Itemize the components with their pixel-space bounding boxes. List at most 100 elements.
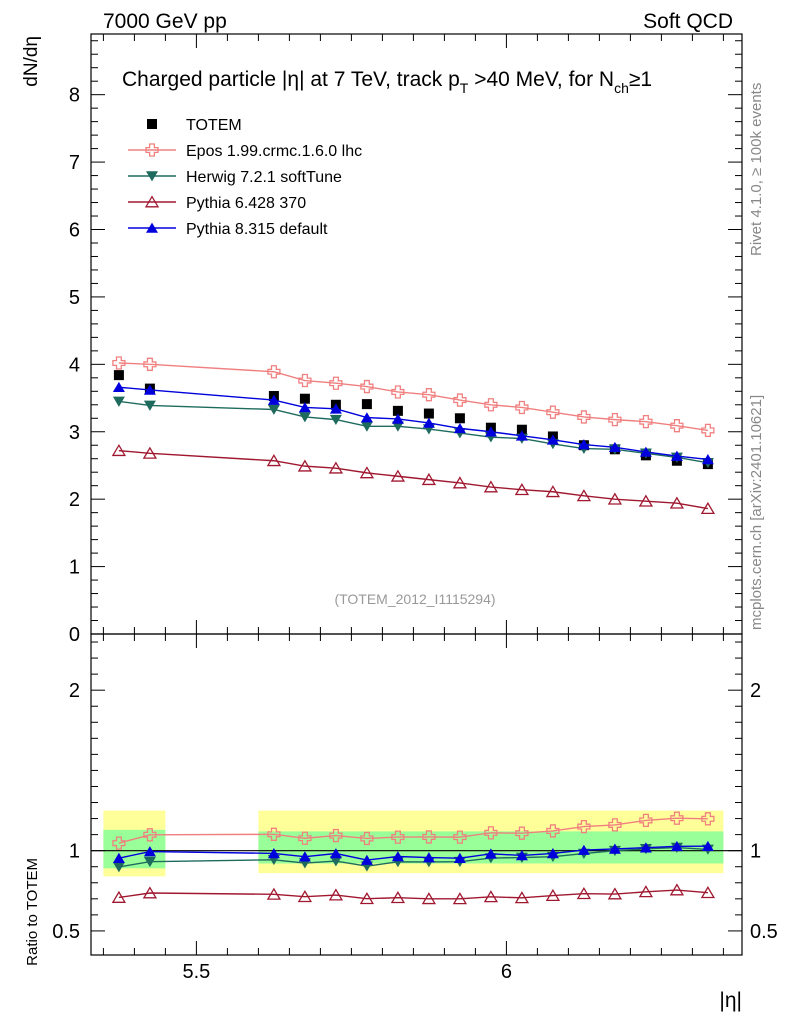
ratio-panel-frame bbox=[90, 633, 743, 956]
series-2-point bbox=[607, 492, 623, 505]
legend-label-series-3: Pythia 8.315 default bbox=[186, 221, 328, 238]
legend-label-series-0: Epos 1.99.crmc.1.6.0 lhc bbox=[186, 143, 362, 160]
series-3-ratio-point bbox=[453, 852, 466, 863]
series-2-ratio-point bbox=[328, 888, 344, 901]
legend-label-series-1: Herwig 7.2.1 softTune bbox=[186, 169, 342, 186]
series-2-point bbox=[142, 446, 158, 459]
y-tick-label: 0 bbox=[69, 624, 80, 646]
totem-data-point bbox=[361, 399, 372, 410]
totem-data-point bbox=[392, 405, 403, 416]
series-3-ratio-point bbox=[422, 852, 435, 863]
series-0-ratio-point bbox=[298, 831, 312, 845]
series-3-point bbox=[546, 434, 559, 445]
series-0-point bbox=[112, 356, 126, 370]
series-0-ratio-line bbox=[118, 817, 708, 844]
y-tick-label: 2 bbox=[69, 489, 80, 511]
series-2-line bbox=[118, 449, 709, 510]
legend-marker-series-2 bbox=[144, 195, 160, 208]
series-3-ratio-point bbox=[639, 842, 652, 853]
series-0-point bbox=[143, 357, 157, 371]
series-3-point bbox=[577, 439, 590, 450]
series-3-ratio-point bbox=[577, 844, 590, 855]
series-2-ratio-point bbox=[669, 883, 685, 896]
legend-marker-totem bbox=[147, 119, 157, 129]
series-2-point bbox=[421, 472, 437, 486]
y-tick-label: 4 bbox=[69, 354, 80, 376]
series-3-ratio-point bbox=[515, 850, 528, 861]
legend-marker-series-1 bbox=[146, 171, 158, 182]
y-tick-label: 7 bbox=[69, 152, 80, 174]
series-0-point bbox=[639, 414, 653, 429]
series-2-ratio-point bbox=[638, 885, 654, 898]
series-0-ratio-point bbox=[577, 819, 591, 834]
series-2-point bbox=[638, 494, 654, 507]
series-3-point bbox=[701, 453, 714, 465]
series-0-ratio-point bbox=[515, 826, 529, 840]
series-2-ratio-point bbox=[421, 892, 437, 905]
legend-marker-series-3 bbox=[146, 222, 158, 233]
series-0-point bbox=[391, 385, 405, 399]
header-right-label: Soft QCD bbox=[643, 10, 733, 33]
series-3-ratio-point bbox=[298, 851, 311, 862]
series-1-point bbox=[267, 404, 280, 415]
totem-data-point bbox=[516, 424, 527, 435]
x-tick-label: 5.5 bbox=[182, 961, 210, 983]
series-0-point bbox=[670, 419, 684, 433]
rivet-label: Rivet 4.1.0, ≥ 100k events bbox=[748, 83, 765, 256]
series-3-point bbox=[515, 430, 528, 441]
series-2-point bbox=[669, 496, 685, 509]
series-3-point bbox=[360, 412, 373, 423]
series-2-ratio-point bbox=[142, 886, 158, 899]
y-tick-label: 3 bbox=[69, 422, 80, 444]
totem-data-point bbox=[299, 393, 310, 404]
series-2-ratio-point bbox=[266, 887, 282, 900]
series-0-point bbox=[329, 376, 343, 390]
series-3-point bbox=[422, 417, 435, 428]
series-3-point bbox=[670, 450, 683, 461]
series-3-ratio-point bbox=[112, 852, 125, 863]
series-3-ratio-point bbox=[670, 840, 683, 852]
series-2-ratio-line bbox=[118, 889, 708, 900]
y-tick-label: 1 bbox=[69, 557, 80, 579]
series-0-point bbox=[546, 405, 560, 419]
series-1-ratio-point bbox=[329, 856, 342, 867]
series-1-ratio-point bbox=[112, 862, 125, 873]
series-0-ratio-point bbox=[391, 830, 405, 844]
series-3-point bbox=[267, 394, 280, 405]
x-axis-label: |η| bbox=[719, 989, 742, 1012]
series-3-ratio-point bbox=[546, 848, 559, 859]
series-2-ratio-point bbox=[576, 886, 592, 900]
series-3-ratio-point bbox=[484, 848, 497, 859]
series-2-point bbox=[266, 454, 282, 467]
series-3-point bbox=[484, 426, 497, 437]
chart-title: Charged particle |η| at 7 TeV, track pT … bbox=[122, 68, 652, 96]
series-0-ratio-point bbox=[546, 824, 560, 838]
series-3-point bbox=[391, 413, 404, 424]
series-1-point bbox=[329, 414, 342, 426]
series-0-ratio-point bbox=[639, 813, 653, 828]
series-3-point bbox=[329, 403, 342, 414]
ratio-y-tick-label-right: 2 bbox=[750, 680, 761, 702]
series-2-ratio-point bbox=[111, 890, 127, 903]
series-3-ratio-point bbox=[267, 848, 280, 859]
series-0-point bbox=[608, 412, 622, 427]
series-3-ratio-point bbox=[701, 840, 714, 852]
series-0-ratio-point bbox=[670, 811, 684, 825]
series-3-ratio-point bbox=[360, 854, 373, 865]
series-2-ratio-point bbox=[483, 890, 499, 903]
series-3-ratio-point bbox=[391, 851, 404, 862]
series-0-point bbox=[701, 423, 715, 438]
series-2-point bbox=[576, 489, 592, 502]
legend: TOTEM Epos 1.99.crmc.1.6.0 lhc Herwig 7.2.… bbox=[128, 117, 362, 238]
series-2-point bbox=[700, 501, 716, 515]
y-axis-label: dN/dη bbox=[21, 36, 42, 87]
series-0-ratio-point bbox=[329, 828, 343, 843]
series-0-point bbox=[484, 398, 498, 412]
series-3-point bbox=[639, 446, 652, 457]
y-tick-label: 8 bbox=[69, 85, 80, 107]
y-tick-label: 5 bbox=[69, 287, 80, 309]
series-2-ratio-point bbox=[452, 892, 468, 905]
series-0-point bbox=[298, 373, 312, 388]
plot-frames bbox=[90, 33, 743, 956]
